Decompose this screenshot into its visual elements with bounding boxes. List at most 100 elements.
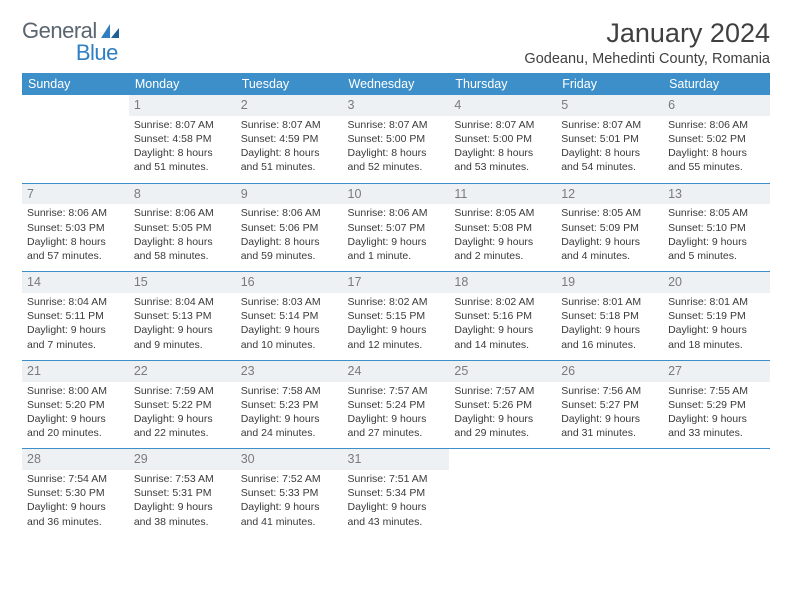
daylight-text: Daylight: 8 hours bbox=[668, 146, 765, 160]
sunset-text: Sunset: 4:58 PM bbox=[134, 132, 231, 146]
daylight-text: Daylight: 9 hours bbox=[454, 235, 551, 249]
calendar-day-cell: 20Sunrise: 8:01 AMSunset: 5:19 PMDayligh… bbox=[663, 272, 770, 361]
day-number: 3 bbox=[343, 95, 450, 116]
logo-text-blue: Blue bbox=[76, 40, 118, 66]
sunrise-text: Sunrise: 7:53 AM bbox=[134, 472, 231, 486]
day-number: 25 bbox=[449, 361, 556, 382]
calendar-day-cell: 23Sunrise: 7:58 AMSunset: 5:23 PMDayligh… bbox=[236, 360, 343, 449]
calendar-day-cell: 13Sunrise: 8:05 AMSunset: 5:10 PMDayligh… bbox=[663, 183, 770, 272]
weekday-header: Saturday bbox=[663, 73, 770, 95]
sunset-text: Sunset: 5:24 PM bbox=[348, 398, 445, 412]
daylight-text: Daylight: 9 hours bbox=[348, 323, 445, 337]
sunset-text: Sunset: 5:18 PM bbox=[561, 309, 658, 323]
daylight-text: and 29 minutes. bbox=[454, 426, 551, 440]
sunset-text: Sunset: 5:27 PM bbox=[561, 398, 658, 412]
daylight-text: Daylight: 8 hours bbox=[134, 235, 231, 249]
sunset-text: Sunset: 5:23 PM bbox=[241, 398, 338, 412]
calendar-day-cell: 19Sunrise: 8:01 AMSunset: 5:18 PMDayligh… bbox=[556, 272, 663, 361]
calendar-day-cell: 26Sunrise: 7:56 AMSunset: 5:27 PMDayligh… bbox=[556, 360, 663, 449]
sunset-text: Sunset: 5:14 PM bbox=[241, 309, 338, 323]
daylight-text: and 5 minutes. bbox=[668, 249, 765, 263]
calendar-day-cell: 28Sunrise: 7:54 AMSunset: 5:30 PMDayligh… bbox=[22, 449, 129, 537]
calendar-day-cell: 29Sunrise: 7:53 AMSunset: 5:31 PMDayligh… bbox=[129, 449, 236, 537]
sunrise-text: Sunrise: 8:07 AM bbox=[561, 118, 658, 132]
calendar-week-row: 1Sunrise: 8:07 AMSunset: 4:58 PMDaylight… bbox=[22, 95, 770, 183]
calendar-day-cell: 4Sunrise: 8:07 AMSunset: 5:00 PMDaylight… bbox=[449, 95, 556, 183]
sunrise-text: Sunrise: 8:06 AM bbox=[668, 118, 765, 132]
daylight-text: and 24 minutes. bbox=[241, 426, 338, 440]
daylight-text: Daylight: 8 hours bbox=[561, 146, 658, 160]
sunset-text: Sunset: 5:07 PM bbox=[348, 221, 445, 235]
daylight-text: and 16 minutes. bbox=[561, 338, 658, 352]
daylight-text: Daylight: 9 hours bbox=[668, 235, 765, 249]
calendar-day-cell bbox=[449, 449, 556, 537]
sunset-text: Sunset: 5:02 PM bbox=[668, 132, 765, 146]
day-number: 15 bbox=[129, 272, 236, 293]
calendar-week-row: 14Sunrise: 8:04 AMSunset: 5:11 PMDayligh… bbox=[22, 272, 770, 361]
daylight-text: and 58 minutes. bbox=[134, 249, 231, 263]
sunrise-text: Sunrise: 8:05 AM bbox=[668, 206, 765, 220]
daylight-text: Daylight: 9 hours bbox=[561, 235, 658, 249]
calendar-day-cell: 6Sunrise: 8:06 AMSunset: 5:02 PMDaylight… bbox=[663, 95, 770, 183]
calendar-day-cell: 22Sunrise: 7:59 AMSunset: 5:22 PMDayligh… bbox=[129, 360, 236, 449]
day-number: 30 bbox=[236, 449, 343, 470]
daylight-text: Daylight: 8 hours bbox=[241, 146, 338, 160]
sunset-text: Sunset: 5:16 PM bbox=[454, 309, 551, 323]
day-number: 1 bbox=[129, 95, 236, 116]
sunset-text: Sunset: 5:10 PM bbox=[668, 221, 765, 235]
sunrise-text: Sunrise: 8:07 AM bbox=[134, 118, 231, 132]
sunrise-text: Sunrise: 7:57 AM bbox=[348, 384, 445, 398]
sunrise-text: Sunrise: 7:58 AM bbox=[241, 384, 338, 398]
daylight-text: and 33 minutes. bbox=[668, 426, 765, 440]
daylight-text: Daylight: 8 hours bbox=[454, 146, 551, 160]
daylight-text: Daylight: 8 hours bbox=[134, 146, 231, 160]
sunset-text: Sunset: 5:19 PM bbox=[668, 309, 765, 323]
sunset-text: Sunset: 5:06 PM bbox=[241, 221, 338, 235]
sunrise-text: Sunrise: 8:03 AM bbox=[241, 295, 338, 309]
day-number: 26 bbox=[556, 361, 663, 382]
calendar-day-cell: 3Sunrise: 8:07 AMSunset: 5:00 PMDaylight… bbox=[343, 95, 450, 183]
daylight-text: Daylight: 9 hours bbox=[561, 412, 658, 426]
sunrise-text: Sunrise: 8:01 AM bbox=[561, 295, 658, 309]
sunrise-text: Sunrise: 8:04 AM bbox=[134, 295, 231, 309]
calendar-day-cell: 8Sunrise: 8:06 AMSunset: 5:05 PMDaylight… bbox=[129, 183, 236, 272]
daylight-text: and 38 minutes. bbox=[134, 515, 231, 529]
day-number: 17 bbox=[343, 272, 450, 293]
sunset-text: Sunset: 5:31 PM bbox=[134, 486, 231, 500]
sunrise-text: Sunrise: 8:07 AM bbox=[348, 118, 445, 132]
daylight-text: Daylight: 9 hours bbox=[27, 412, 124, 426]
daylight-text: Daylight: 8 hours bbox=[27, 235, 124, 249]
daylight-text: and 31 minutes. bbox=[561, 426, 658, 440]
day-number: 22 bbox=[129, 361, 236, 382]
calendar-week-row: 7Sunrise: 8:06 AMSunset: 5:03 PMDaylight… bbox=[22, 183, 770, 272]
daylight-text: and 2 minutes. bbox=[454, 249, 551, 263]
day-number: 8 bbox=[129, 184, 236, 205]
day-number: 16 bbox=[236, 272, 343, 293]
daylight-text: and 1 minute. bbox=[348, 249, 445, 263]
daylight-text: Daylight: 9 hours bbox=[134, 500, 231, 514]
weekday-header-row: Sunday Monday Tuesday Wednesday Thursday… bbox=[22, 73, 770, 95]
calendar-day-cell: 31Sunrise: 7:51 AMSunset: 5:34 PMDayligh… bbox=[343, 449, 450, 537]
day-number: 4 bbox=[449, 95, 556, 116]
weekday-header: Monday bbox=[129, 73, 236, 95]
sunset-text: Sunset: 5:09 PM bbox=[561, 221, 658, 235]
daylight-text: and 51 minutes. bbox=[134, 160, 231, 174]
daylight-text: and 36 minutes. bbox=[27, 515, 124, 529]
day-number: 10 bbox=[343, 184, 450, 205]
calendar-day-cell bbox=[22, 95, 129, 183]
weekday-header: Friday bbox=[556, 73, 663, 95]
daylight-text: Daylight: 9 hours bbox=[668, 323, 765, 337]
daylight-text: and 41 minutes. bbox=[241, 515, 338, 529]
location-text: Godeanu, Mehedinti County, Romania bbox=[524, 51, 770, 67]
daylight-text: Daylight: 9 hours bbox=[348, 500, 445, 514]
weekday-header: Sunday bbox=[22, 73, 129, 95]
daylight-text: and 55 minutes. bbox=[668, 160, 765, 174]
sunrise-text: Sunrise: 8:02 AM bbox=[348, 295, 445, 309]
calendar-day-cell: 7Sunrise: 8:06 AMSunset: 5:03 PMDaylight… bbox=[22, 183, 129, 272]
day-number: 5 bbox=[556, 95, 663, 116]
sunset-text: Sunset: 5:33 PM bbox=[241, 486, 338, 500]
daylight-text: Daylight: 9 hours bbox=[454, 412, 551, 426]
daylight-text: Daylight: 9 hours bbox=[241, 323, 338, 337]
calendar-day-cell: 21Sunrise: 8:00 AMSunset: 5:20 PMDayligh… bbox=[22, 360, 129, 449]
day-number: 2 bbox=[236, 95, 343, 116]
